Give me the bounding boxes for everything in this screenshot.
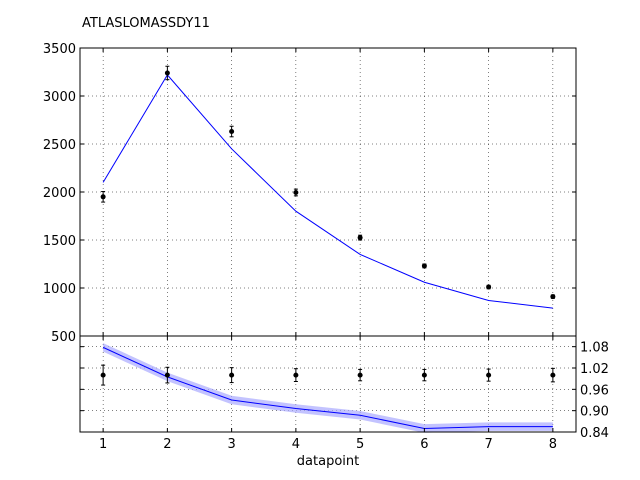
data-point [550,294,556,300]
ratio-panel-points [100,364,556,386]
ratio-uncertainty-band [103,343,553,433]
data-point [421,263,427,269]
ratio-point [486,372,492,378]
tick-labels: 1 2 3 4 5 6 7 8 500 1000 1500 2000 2500 3000 3500 0.84 0… [43,42,609,452]
main-panel-series [102,74,553,309]
main-panel-points [100,65,556,300]
ratio-point [293,372,299,378]
ratio-panel-frame [79,335,577,433]
main-y-tick-label: 500 [51,330,76,345]
data-point [100,194,106,200]
main-y-tick-label: 3000 [43,90,76,105]
main-y-tick-label: 1500 [43,234,76,249]
ratio-band [103,343,553,433]
ratio-y-tick-label: 1.02 [580,362,609,377]
ratio-point [357,372,363,378]
data-point [164,70,170,76]
ratio-point [421,372,427,378]
data-point [357,235,363,241]
ratio-y-tick-label: 0.84 [580,426,609,441]
ratio-point [550,372,556,378]
x-tick-label: 8 [549,437,557,452]
main-panel-grid [80,48,576,336]
x-tick-label: 6 [420,437,428,452]
x-tick-label: 5 [356,437,364,452]
chart-title: ATLASLOMASSDY11 [82,16,210,31]
ratio-y-tick-label: 0.96 [580,383,609,398]
ratio-y-tick-label: 0.90 [580,405,609,420]
data-point [229,129,235,135]
ratio-panel-series [102,346,553,429]
ratio-prediction-line [102,346,553,429]
x-tick-label: 4 [292,437,300,452]
ratio-point [100,372,106,378]
x-tick-label: 7 [484,437,492,452]
main-y-tick-label: 2000 [43,186,76,201]
ratio-y-tick-label: 1.08 [580,341,609,356]
axes-ticks [80,47,576,433]
x-tick-label: 3 [227,437,235,452]
ratio-panel-grid [80,336,576,432]
data-point [293,189,299,195]
x-tick-label: 2 [163,437,171,452]
main-y-tick-label: 1000 [43,282,76,297]
main-y-tick-label: 2500 [43,138,76,153]
x-tick-label: 1 [99,437,107,452]
ratio-point [229,372,235,378]
data-point [486,284,492,290]
main-y-tick-label: 3500 [43,42,76,57]
ratio-point [164,372,170,378]
prediction-line [102,74,553,309]
x-axis-label: datapoint [297,454,359,469]
